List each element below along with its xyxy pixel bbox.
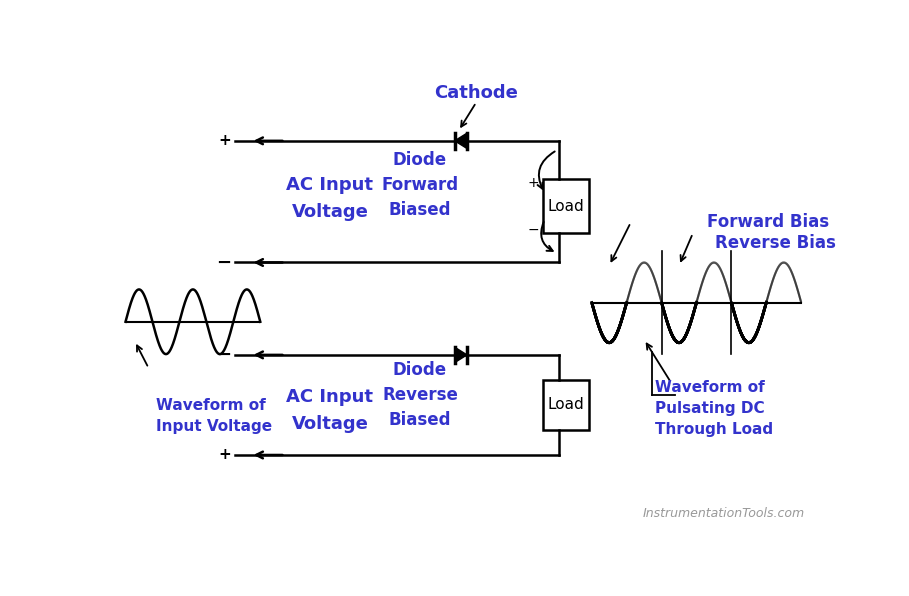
Text: InstrumentationTools.com: InstrumentationTools.com [643, 507, 805, 520]
Polygon shape [454, 347, 467, 362]
Text: +: + [219, 134, 232, 148]
Text: Reverse Bias: Reverse Bias [715, 234, 836, 252]
Text: +: + [528, 176, 539, 190]
Text: Load: Load [548, 199, 584, 214]
Text: +: + [219, 448, 232, 462]
Text: −: − [216, 346, 232, 364]
Bar [544, 179, 589, 233]
Text: AC Input
Voltage: AC Input Voltage [286, 388, 374, 433]
Text: Waveform of
Input Voltage: Waveform of Input Voltage [156, 399, 272, 434]
Text: Waveform of
Pulsating DC
Through Load: Waveform of Pulsating DC Through Load [654, 380, 773, 437]
Text: Cathode: Cathode [435, 84, 518, 102]
Bar [544, 380, 589, 430]
Text: Diode
Forward
Biased: Diode Forward Biased [382, 151, 459, 219]
Text: AC Input
Voltage: AC Input Voltage [286, 176, 374, 221]
Text: Forward Bias: Forward Bias [707, 213, 829, 231]
Text: −: − [528, 222, 539, 237]
Polygon shape [454, 133, 467, 148]
Text: Diode
Reverse
Biased: Diode Reverse Biased [382, 361, 458, 429]
Text: Load: Load [548, 397, 584, 412]
Text: −: − [216, 253, 232, 272]
